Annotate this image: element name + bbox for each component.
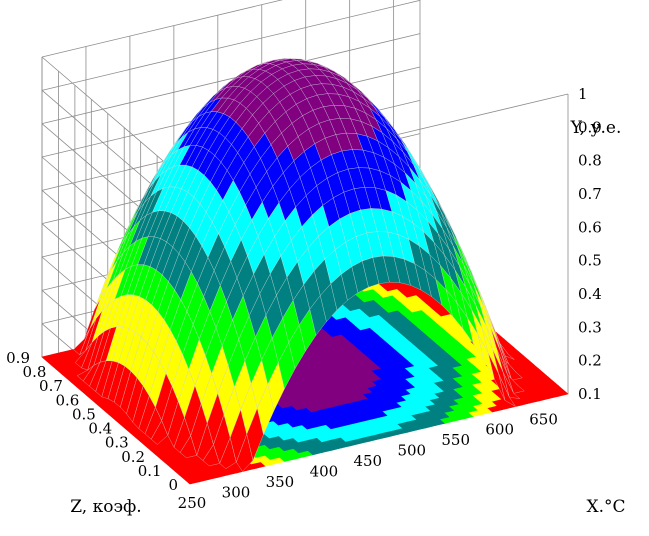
surface-patch bbox=[505, 360, 523, 381]
z-tick-label: 0.7 bbox=[39, 377, 63, 395]
grid-line bbox=[41, 33, 421, 125]
grid-line bbox=[41, 0, 284, 58]
y-tick-label: 0.7 bbox=[578, 185, 602, 203]
y-tick-label: 0.1 bbox=[578, 385, 602, 403]
y-tick-label: 0.3 bbox=[578, 318, 602, 336]
z-tick-label: 0.3 bbox=[105, 434, 129, 452]
z-tick-label: 0 bbox=[168, 476, 178, 494]
surface-patch bbox=[502, 372, 521, 400]
y-tick-label: 0.6 bbox=[578, 218, 602, 236]
x-tick-label: 600 bbox=[485, 421, 514, 439]
z-tick-label: 0.5 bbox=[72, 405, 96, 423]
z-tick-label: 0.6 bbox=[55, 391, 79, 409]
y-axis-label: Y, у.е. bbox=[570, 118, 622, 138]
y-tick-label: 0.4 bbox=[578, 285, 602, 303]
z-tick-label: 0.8 bbox=[23, 363, 47, 381]
y-tick-label: 0.8 bbox=[578, 152, 602, 170]
y-tick-label: 0.9 bbox=[578, 118, 602, 136]
z-tick-label: 0.2 bbox=[121, 448, 145, 466]
x-tick-label: 250 bbox=[178, 494, 207, 512]
z-tick-label: 0.4 bbox=[88, 420, 112, 438]
surface-patch bbox=[498, 374, 516, 407]
x-tick-label: 650 bbox=[529, 410, 558, 428]
z-tick-label: 0.9 bbox=[6, 349, 30, 367]
x-tick-label: 350 bbox=[266, 473, 295, 491]
x-tick-label: 450 bbox=[353, 452, 382, 470]
surface-plot bbox=[73, 58, 525, 472]
surface-patch bbox=[507, 374, 525, 394]
grid-line bbox=[41, 0, 421, 91]
x-tick-label: 400 bbox=[310, 463, 339, 481]
x-tick-label: 500 bbox=[397, 442, 426, 460]
x-axis-label: X.°C bbox=[586, 497, 625, 517]
y-tick-label: 0.5 bbox=[578, 252, 602, 270]
z-tick-label: 0.1 bbox=[138, 462, 162, 480]
x-tick-label: 300 bbox=[222, 484, 251, 502]
z-axis-label: Z, коэф. bbox=[70, 497, 141, 517]
tick-labels: 2503003504004505005506006500.10.20.30.40… bbox=[6, 85, 602, 512]
y-tick-label: 1 bbox=[578, 85, 588, 103]
y-tick-label: 0.2 bbox=[578, 352, 602, 370]
x-tick-label: 550 bbox=[441, 431, 470, 449]
